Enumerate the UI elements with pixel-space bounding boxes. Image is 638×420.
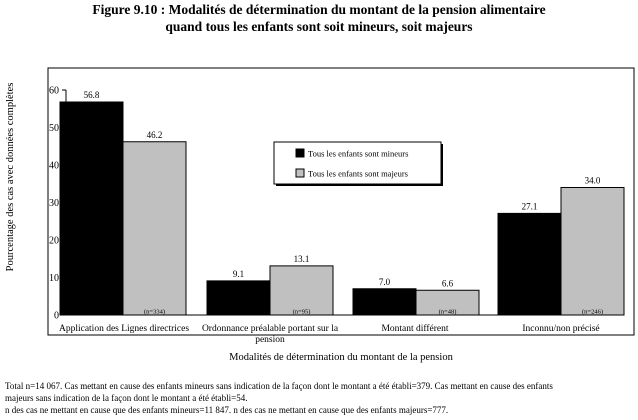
y-tick-label: 0: [54, 311, 59, 322]
bar-majeurs: [269, 265, 334, 316]
chart-notes: Total n=14 067. Cas mettant en cause des…: [5, 380, 635, 416]
chart-title-line-1: Figure 9.10 : Modalités de détermination…: [92, 2, 546, 17]
bar-n-label: (n=1 846): [226, 309, 252, 316]
note-line-1: Total n=14 067. Cas mettant en cause des…: [5, 381, 553, 391]
bar-value-label: 46.2: [147, 130, 163, 140]
bar-value-label: 56.8: [84, 90, 100, 100]
y-tick-label: 30: [49, 198, 59, 209]
x-category-label: Montant différent: [381, 323, 448, 334]
bar-n-label: (n=48): [439, 309, 457, 316]
x-category-label: Ordonnance préalable portant sur la: [202, 324, 339, 334]
bar-n-label: (n=95): [293, 309, 311, 316]
bar-mineurs: [206, 280, 271, 316]
bar-majeurs: [415, 289, 480, 316]
legend: Tous les enfants sont mineurs Tous les en…: [273, 141, 443, 186]
bar-value-label: 7.0: [379, 277, 391, 287]
y-tick-label: 20: [49, 236, 59, 247]
bar-n-label: (n=334): [144, 309, 165, 316]
chart-title: Figure 9.10 : Modalités de détermination…: [0, 1, 638, 35]
legend-label: Tous les enfants sont majeurs: [308, 169, 408, 179]
x-category-label: Application des Lignes directrices: [59, 324, 189, 334]
bar-value-label: 6.6: [442, 278, 454, 288]
bar-n-label: (n=246): [582, 309, 603, 316]
bar-majeurs: [122, 141, 187, 316]
bar-n-label: (n=3 108): [517, 309, 543, 316]
bar-value-label: 13.1: [294, 254, 310, 264]
bar-mineurs: [497, 212, 562, 316]
bar-mineurs: [59, 101, 124, 316]
note-line-3: n des cas ne mettant en cause que des en…: [5, 405, 449, 415]
y-axis-label: Pourcentage des cas avec données complèt…: [5, 83, 16, 272]
legend-label: Tous les enfants sont mineurs: [308, 149, 408, 159]
x-category-label: pension: [255, 335, 285, 345]
note-line-2: majeurs sans indication de la façon dont…: [5, 393, 248, 403]
bar-chart: Pourcentage des cas avec données complèt…: [5, 67, 635, 363]
bar-majeurs: [560, 187, 625, 316]
y-tick-label: 60: [49, 86, 59, 97]
legend-swatch-mineurs: [295, 148, 305, 158]
bar-value-label: 9.1: [233, 269, 244, 279]
plot-area: 0 10 20 30 40 50 60 56.8 (n=6 210) 9.1 (n=1 846) 7.…: [49, 86, 625, 345]
x-axis-label: Modalités de détermination du montant de…: [229, 352, 453, 363]
y-tick-label: 10: [49, 273, 59, 284]
bar-value-label: 34.0: [585, 176, 601, 186]
plot-frame: [47, 67, 635, 336]
y-tick-label: 40: [49, 161, 59, 172]
y-tick-label: 50: [49, 123, 59, 134]
x-category-label: Inconnu/non précisé: [522, 324, 599, 334]
bar-n-label: (n=6 210): [79, 309, 105, 316]
bar-value-label: 27.1: [522, 201, 538, 211]
bar-n-label: (n=864): [374, 309, 395, 316]
legend-swatch-majeurs: [295, 168, 305, 178]
chart-title-line-2: quand tous les enfants sont soit mineurs…: [165, 19, 473, 34]
